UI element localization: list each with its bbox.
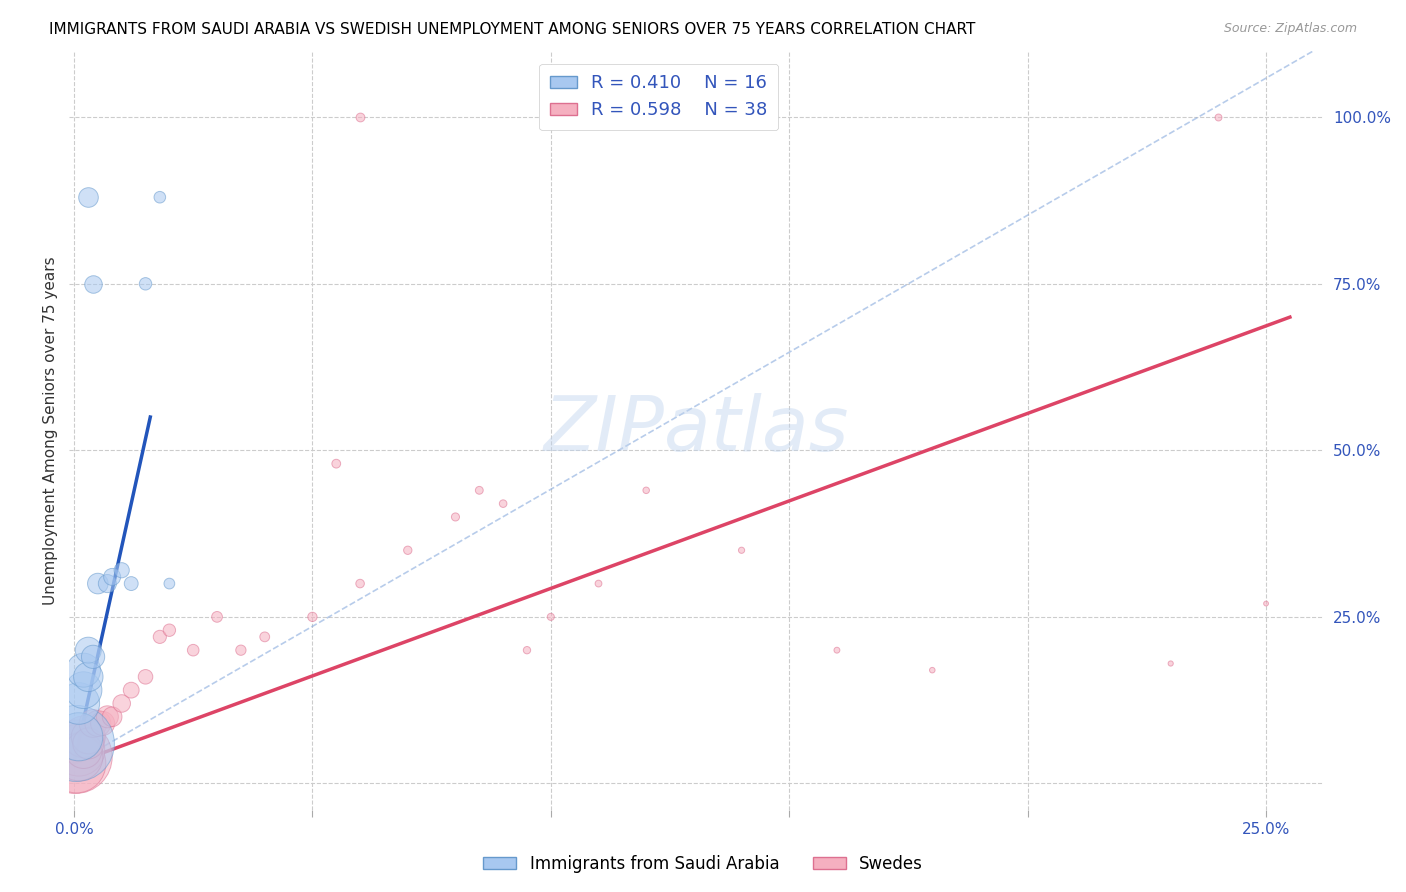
Point bbox=[77, 736, 100, 750]
Point bbox=[149, 630, 172, 644]
Point bbox=[301, 610, 323, 624]
Point bbox=[636, 483, 658, 498]
Point bbox=[516, 643, 538, 657]
Point bbox=[72, 743, 94, 757]
Y-axis label: Unemployment Among Seniors over 75 years: Unemployment Among Seniors over 75 years bbox=[44, 256, 58, 605]
Point bbox=[65, 756, 87, 771]
Point bbox=[468, 483, 491, 498]
Point bbox=[72, 663, 94, 677]
Legend: Immigrants from Saudi Arabia, Swedes: Immigrants from Saudi Arabia, Swedes bbox=[477, 848, 929, 880]
Point bbox=[77, 190, 100, 204]
Point bbox=[82, 649, 104, 664]
Point bbox=[65, 749, 87, 764]
Point bbox=[1208, 110, 1230, 124]
Text: IMMIGRANTS FROM SAUDI ARABIA VS SWEDISH UNEMPLOYMENT AMONG SENIORS OVER 75 YEARS: IMMIGRANTS FROM SAUDI ARABIA VS SWEDISH … bbox=[49, 22, 976, 37]
Point bbox=[82, 277, 104, 291]
Point bbox=[825, 643, 848, 657]
Point bbox=[1254, 597, 1277, 611]
Point bbox=[72, 730, 94, 744]
Point bbox=[157, 576, 180, 591]
Point bbox=[921, 663, 943, 677]
Point bbox=[229, 643, 252, 657]
Point bbox=[77, 670, 100, 684]
Point bbox=[325, 457, 347, 471]
Point bbox=[111, 697, 134, 711]
Point bbox=[730, 543, 752, 558]
Point bbox=[135, 277, 157, 291]
Point bbox=[205, 610, 228, 624]
Point bbox=[77, 643, 100, 657]
Point bbox=[67, 743, 90, 757]
Point bbox=[157, 624, 180, 638]
Point bbox=[91, 716, 114, 731]
Point bbox=[396, 543, 419, 558]
Point bbox=[67, 730, 90, 744]
Point bbox=[87, 576, 110, 591]
Point bbox=[96, 576, 118, 591]
Legend: R = 0.410    N = 16, R = 0.598    N = 38: R = 0.410 N = 16, R = 0.598 N = 38 bbox=[538, 63, 779, 130]
Text: ZIPatlas: ZIPatlas bbox=[544, 393, 849, 467]
Point bbox=[82, 716, 104, 731]
Point bbox=[101, 570, 124, 584]
Point bbox=[65, 736, 87, 750]
Point bbox=[444, 510, 467, 524]
Point bbox=[253, 630, 276, 644]
Text: Source: ZipAtlas.com: Source: ZipAtlas.com bbox=[1223, 22, 1357, 36]
Point bbox=[101, 710, 124, 724]
Point bbox=[72, 683, 94, 698]
Point bbox=[135, 670, 157, 684]
Point bbox=[96, 710, 118, 724]
Point bbox=[349, 576, 371, 591]
Point bbox=[77, 730, 100, 744]
Point bbox=[349, 110, 371, 124]
Point bbox=[67, 697, 90, 711]
Point bbox=[540, 610, 562, 624]
Point bbox=[1160, 657, 1182, 671]
Point bbox=[730, 110, 752, 124]
Point bbox=[149, 190, 172, 204]
Point bbox=[67, 749, 90, 764]
Point bbox=[181, 643, 204, 657]
Point bbox=[111, 563, 134, 577]
Point bbox=[492, 497, 515, 511]
Point bbox=[120, 683, 142, 698]
Point bbox=[588, 576, 610, 591]
Point bbox=[120, 576, 142, 591]
Point bbox=[87, 716, 110, 731]
